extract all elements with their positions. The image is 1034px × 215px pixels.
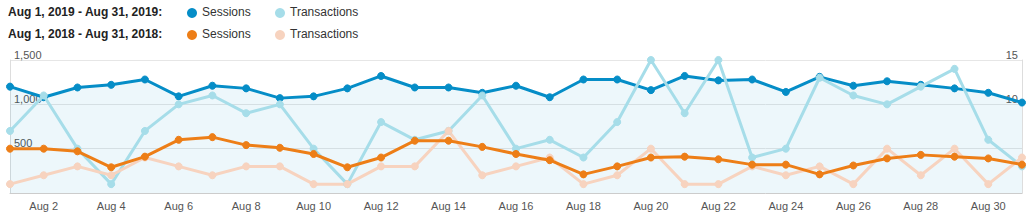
svg-text:Aug 1, 2018 - Aug 31, 2018:: Aug 1, 2018 - Aug 31, 2018: [8, 27, 162, 41]
svg-text:Aug 28: Aug 28 [903, 200, 938, 212]
svg-text:Aug 14: Aug 14 [431, 200, 466, 212]
svg-text:Aug 2: Aug 2 [29, 200, 58, 212]
svg-text:Aug 16: Aug 16 [499, 200, 534, 212]
svg-text:Transactions: Transactions [290, 27, 358, 41]
svg-text:Transactions: Transactions [290, 5, 358, 19]
svg-text:Aug 8: Aug 8 [232, 200, 261, 212]
svg-text:Aug 22: Aug 22 [701, 200, 736, 212]
svg-text:Aug 1, 2019 - Aug 31, 2019:: Aug 1, 2019 - Aug 31, 2019: [8, 5, 162, 19]
svg-text:Aug 4: Aug 4 [97, 200, 126, 212]
svg-text:Aug 18: Aug 18 [566, 200, 601, 212]
svg-text:Aug 10: Aug 10 [296, 200, 331, 212]
svg-text:Aug 20: Aug 20 [633, 200, 668, 212]
svg-text:1,500: 1,500 [14, 49, 42, 61]
svg-text:Aug 26: Aug 26 [836, 200, 871, 212]
svg-text:15: 15 [1006, 49, 1018, 61]
svg-text:Aug 30: Aug 30 [971, 200, 1006, 212]
svg-text:Aug 24: Aug 24 [768, 200, 803, 212]
svg-text:Sessions: Sessions [202, 5, 251, 19]
svg-text:Aug 12: Aug 12 [364, 200, 399, 212]
svg-text:Sessions: Sessions [202, 27, 251, 41]
svg-text:Aug 6: Aug 6 [164, 200, 193, 212]
